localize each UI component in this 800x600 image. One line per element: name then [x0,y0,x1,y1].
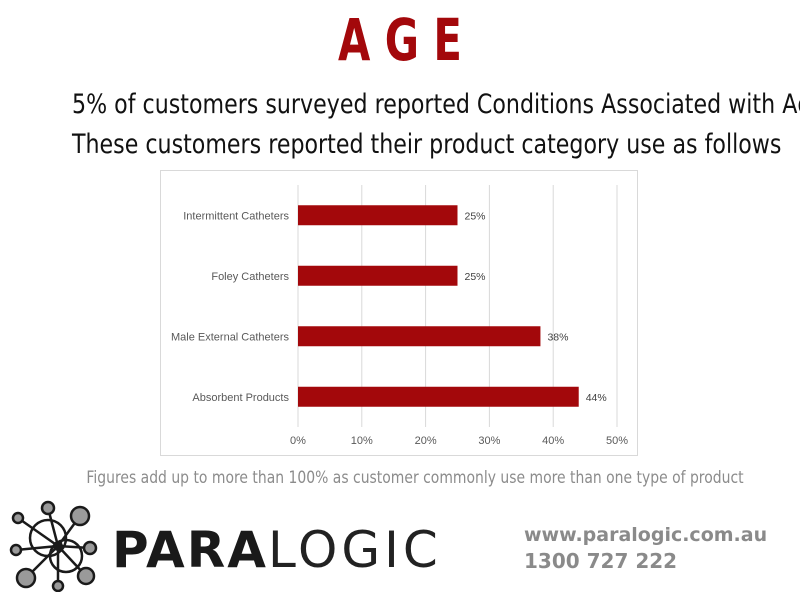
x-tick-label: 40% [542,435,564,447]
page-title: AGE [338,6,477,74]
category-label: Male External Catheters [171,331,289,343]
footnote: Figures add up to more than 100% as cust… [86,468,744,488]
bar [298,265,458,286]
x-tick-label: 0% [290,435,306,447]
brand-name-light: LOGIC [267,521,442,579]
x-tick-label: 10% [351,435,373,447]
x-tick-label: 50% [606,435,628,447]
data-label: 25% [465,271,486,283]
brand-name-bold: PARA [112,521,268,579]
category-label: Absorbent Products [192,392,289,404]
data-label: 38% [547,331,568,343]
x-tick-label: 30% [478,435,500,447]
phone-number: 1300 727 222 [524,549,678,573]
bar [298,326,541,347]
bar [298,386,579,407]
subtitle-product-use: These customers reported their product c… [72,129,782,160]
subtitle-survey-share: 5% of customers surveyed reported Condit… [72,89,800,120]
brand-wordmark: PARALOGIC [112,520,442,580]
bar-chart: 0% 10% 20% 30% 40% 50% Intermittent Catheters 2… [171,185,628,447]
data-label: 44% [586,392,607,404]
category-label: Intermittent Catheters [183,210,289,222]
bar [298,205,458,226]
x-tick-label: 20% [415,435,437,447]
category-label: Foley Catheters [211,271,289,283]
data-label: 25% [465,210,486,222]
paralogic-network-logo-icon [9,500,98,592]
bar-chart-frame: 0% 10% 20% 30% 40% 50% Intermittent Catheters 2… [160,170,638,456]
website-link[interactable]: www.paralogic.com.au [524,524,768,546]
